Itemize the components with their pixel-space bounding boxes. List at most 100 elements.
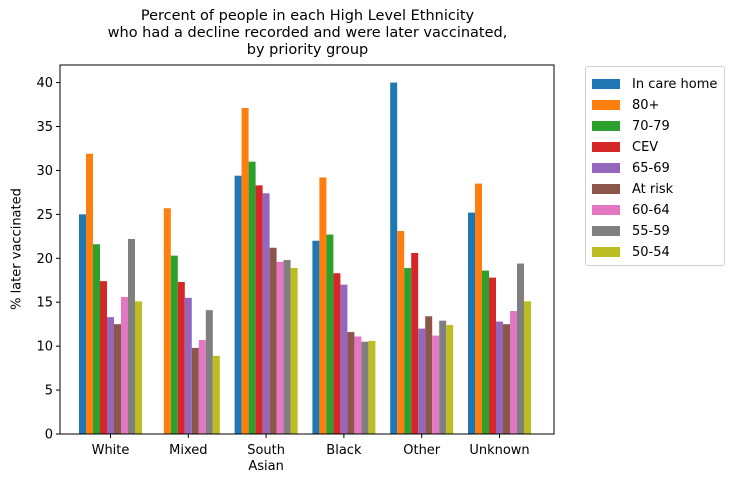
bar xyxy=(79,214,86,434)
bar xyxy=(432,335,440,434)
legend-label: 70-79 xyxy=(632,118,670,134)
legend-label: In care home xyxy=(632,76,718,92)
bar xyxy=(326,234,334,434)
y-tick-label: 0 xyxy=(45,428,53,443)
legend-item: 55-59 xyxy=(592,222,670,240)
legend-item: 65-69 xyxy=(592,159,670,177)
bar xyxy=(397,231,405,434)
bar xyxy=(361,341,369,434)
plot-frame xyxy=(59,64,555,435)
bar xyxy=(340,284,348,434)
x-tick-label: Asian xyxy=(248,459,283,474)
legend-swatch xyxy=(592,163,620,173)
bar xyxy=(184,297,192,434)
bar xyxy=(262,193,270,434)
legend-label: 60-64 xyxy=(632,202,670,218)
legend-swatch xyxy=(592,121,620,131)
bar xyxy=(212,355,220,434)
x-tick-label: Mixed xyxy=(169,443,207,458)
bar xyxy=(390,82,398,434)
legend-label: 55-59 xyxy=(632,223,670,239)
bar xyxy=(283,260,291,434)
bar xyxy=(135,301,142,434)
legend-label: At risk xyxy=(632,181,674,197)
bar xyxy=(198,339,206,434)
bar xyxy=(93,244,100,434)
bar xyxy=(163,208,171,434)
bar xyxy=(347,332,355,434)
y-tick-label: 15 xyxy=(36,296,53,311)
bar xyxy=(524,301,531,434)
bar xyxy=(255,185,263,434)
legend: In care home 80+ 70-79 CEV 65-69 At risk 60-64… xyxy=(585,66,725,266)
legend-swatch xyxy=(592,247,620,257)
bar xyxy=(312,240,320,434)
bar xyxy=(425,316,433,434)
legend-item: 70-79 xyxy=(592,117,670,135)
y-tick-label: 35 xyxy=(36,120,53,135)
x-tick-label: Unknown xyxy=(469,443,529,458)
bar xyxy=(191,347,199,434)
legend-label: CEV xyxy=(632,139,659,155)
bar xyxy=(107,317,114,434)
y-tick-label: 40 xyxy=(36,76,53,91)
chart-title-line-1: Percent of people in each High Level Eth… xyxy=(140,8,475,24)
x-tick-label: White xyxy=(92,443,130,458)
bar xyxy=(468,212,475,434)
bar xyxy=(496,321,503,434)
x-tick-label: Black xyxy=(326,443,362,458)
bar xyxy=(482,270,489,434)
chart-title-line-2: who had a decline recorded and were late… xyxy=(107,25,508,41)
legend-label: 65-69 xyxy=(632,160,670,176)
bar xyxy=(269,247,277,434)
bar xyxy=(333,273,341,434)
legend-swatch xyxy=(592,142,620,152)
chart-title-line-3: by priority group xyxy=(246,42,369,58)
bar xyxy=(368,340,376,434)
y-tick-label: 30 xyxy=(36,164,53,179)
bar xyxy=(86,153,93,435)
bar xyxy=(319,177,327,434)
bar xyxy=(411,253,419,434)
bar xyxy=(510,311,517,434)
bar xyxy=(489,277,496,434)
x-tick-label: South xyxy=(247,443,285,458)
legend-swatch xyxy=(592,100,620,110)
bar xyxy=(114,324,121,434)
legend-item: 80+ xyxy=(592,96,659,114)
bar xyxy=(517,263,524,434)
bar xyxy=(354,336,362,434)
bar xyxy=(170,255,178,434)
bar xyxy=(100,281,107,434)
bar xyxy=(446,325,454,434)
y-tick-label: 5 xyxy=(45,384,53,399)
bar xyxy=(290,267,298,434)
legend-label: 80+ xyxy=(632,97,660,113)
legend-swatch xyxy=(592,79,620,89)
y-tick-label: 20 xyxy=(36,252,53,267)
bar xyxy=(121,296,128,434)
legend-item: CEV xyxy=(592,138,658,156)
bar xyxy=(128,238,135,434)
legend-swatch xyxy=(592,226,620,236)
bar xyxy=(276,261,284,434)
legend-item: In care home xyxy=(592,75,717,93)
legend-item: At risk xyxy=(592,180,673,198)
bar xyxy=(234,175,242,434)
legend-swatch xyxy=(592,205,620,215)
bar xyxy=(475,183,482,434)
legend-item: 50-54 xyxy=(592,243,670,261)
y-tick-label: 10 xyxy=(36,340,53,355)
bar xyxy=(404,267,412,434)
legend-item: 60-64 xyxy=(592,201,670,219)
bar xyxy=(248,161,256,434)
bar xyxy=(177,282,185,434)
bar xyxy=(241,108,249,435)
y-tick-label: 25 xyxy=(36,208,53,223)
bar xyxy=(503,324,510,434)
bar xyxy=(418,328,426,434)
bar xyxy=(205,310,213,434)
bar xyxy=(439,320,447,434)
x-tick-label: Other xyxy=(403,443,441,458)
